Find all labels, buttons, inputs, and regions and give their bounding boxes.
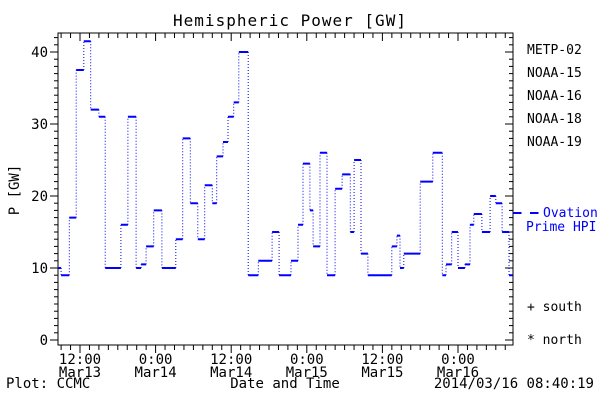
ovation-label-line1: Ovation	[543, 206, 598, 221]
axis-ticks	[50, 33, 513, 353]
south-marker-label: + south	[527, 300, 582, 315]
x-tick-time-label: 12:00	[210, 352, 252, 368]
hpi-step-line	[58, 40, 513, 277]
legend-satellites: METP-02 NOAA-15 NOAA-16 NOAA-18 NOAA-19	[527, 43, 582, 150]
footer-plot-source: Plot: CCMC	[6, 376, 90, 392]
y-tick-label: 40	[31, 45, 48, 61]
legend-satellite-label: NOAA-15	[527, 66, 582, 81]
x-tick-time-label: 0:00	[139, 352, 173, 368]
y-tick-label: 30	[31, 117, 48, 133]
x-tick-time-label: 0:00	[441, 352, 475, 368]
x-tick-date-label: Mar15	[286, 365, 328, 381]
north-marker-label: * north	[527, 333, 582, 348]
y-tick-label: 10	[31, 261, 48, 277]
y-tick-label: 0	[40, 333, 48, 349]
x-tick-date-label: Mar16	[437, 365, 479, 381]
legend-satellite-label: NOAA-16	[527, 89, 582, 104]
x-tick-time-label: 0:00	[290, 352, 324, 368]
axis-tick-labels: 01020304012:00Mar130:00Mar1412:00Mar140:…	[31, 45, 479, 381]
x-tick-time-label: 12:00	[59, 352, 101, 368]
legend-satellite-label: NOAA-19	[527, 135, 582, 150]
legend-satellite-label: NOAA-18	[527, 112, 582, 127]
hpi-step-line-vertical	[60, 41, 510, 276]
x-axis-label: Date and Time	[230, 376, 340, 392]
y-tick-label: 20	[31, 189, 48, 205]
legend-satellite-label: METP-02	[527, 43, 582, 58]
ovation-label-line2: Prime HPI	[526, 220, 596, 235]
y-axis-label: P [GW]	[7, 165, 23, 216]
footer-timestamp: 2014/03/16 08:40:19	[434, 376, 594, 392]
chart-title: Hemispheric Power [GW]	[173, 11, 407, 30]
x-tick-time-label: 12:00	[361, 352, 403, 368]
x-tick-date-label: Mar14	[135, 365, 177, 381]
x-tick-date-label: Mar14	[210, 365, 252, 381]
plot-border	[57, 32, 514, 346]
x-tick-date-label: Mar13	[59, 365, 101, 381]
hpi-step-line-horizontal	[58, 40, 513, 277]
x-tick-date-label: Mar15	[361, 365, 403, 381]
